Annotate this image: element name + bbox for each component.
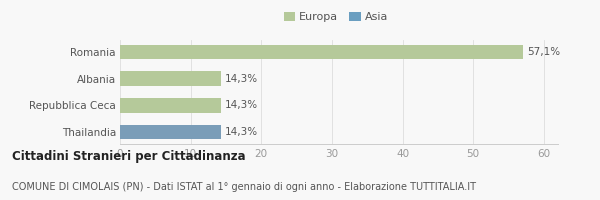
Bar — [120, 98, 221, 113]
Bar — [120, 71, 221, 86]
Text: 14,3%: 14,3% — [225, 74, 259, 84]
Text: Cittadini Stranieri per Cittadinanza: Cittadini Stranieri per Cittadinanza — [12, 150, 245, 163]
Text: COMUNE DI CIMOLAIS (PN) - Dati ISTAT al 1° gennaio di ogni anno - Elaborazione T: COMUNE DI CIMOLAIS (PN) - Dati ISTAT al … — [12, 182, 476, 192]
Legend: Europa, Asia: Europa, Asia — [279, 8, 393, 27]
Text: 14,3%: 14,3% — [225, 100, 259, 110]
Text: 14,3%: 14,3% — [225, 127, 259, 137]
Bar — [120, 125, 221, 139]
Bar — [120, 45, 523, 59]
Text: 57,1%: 57,1% — [527, 47, 561, 57]
